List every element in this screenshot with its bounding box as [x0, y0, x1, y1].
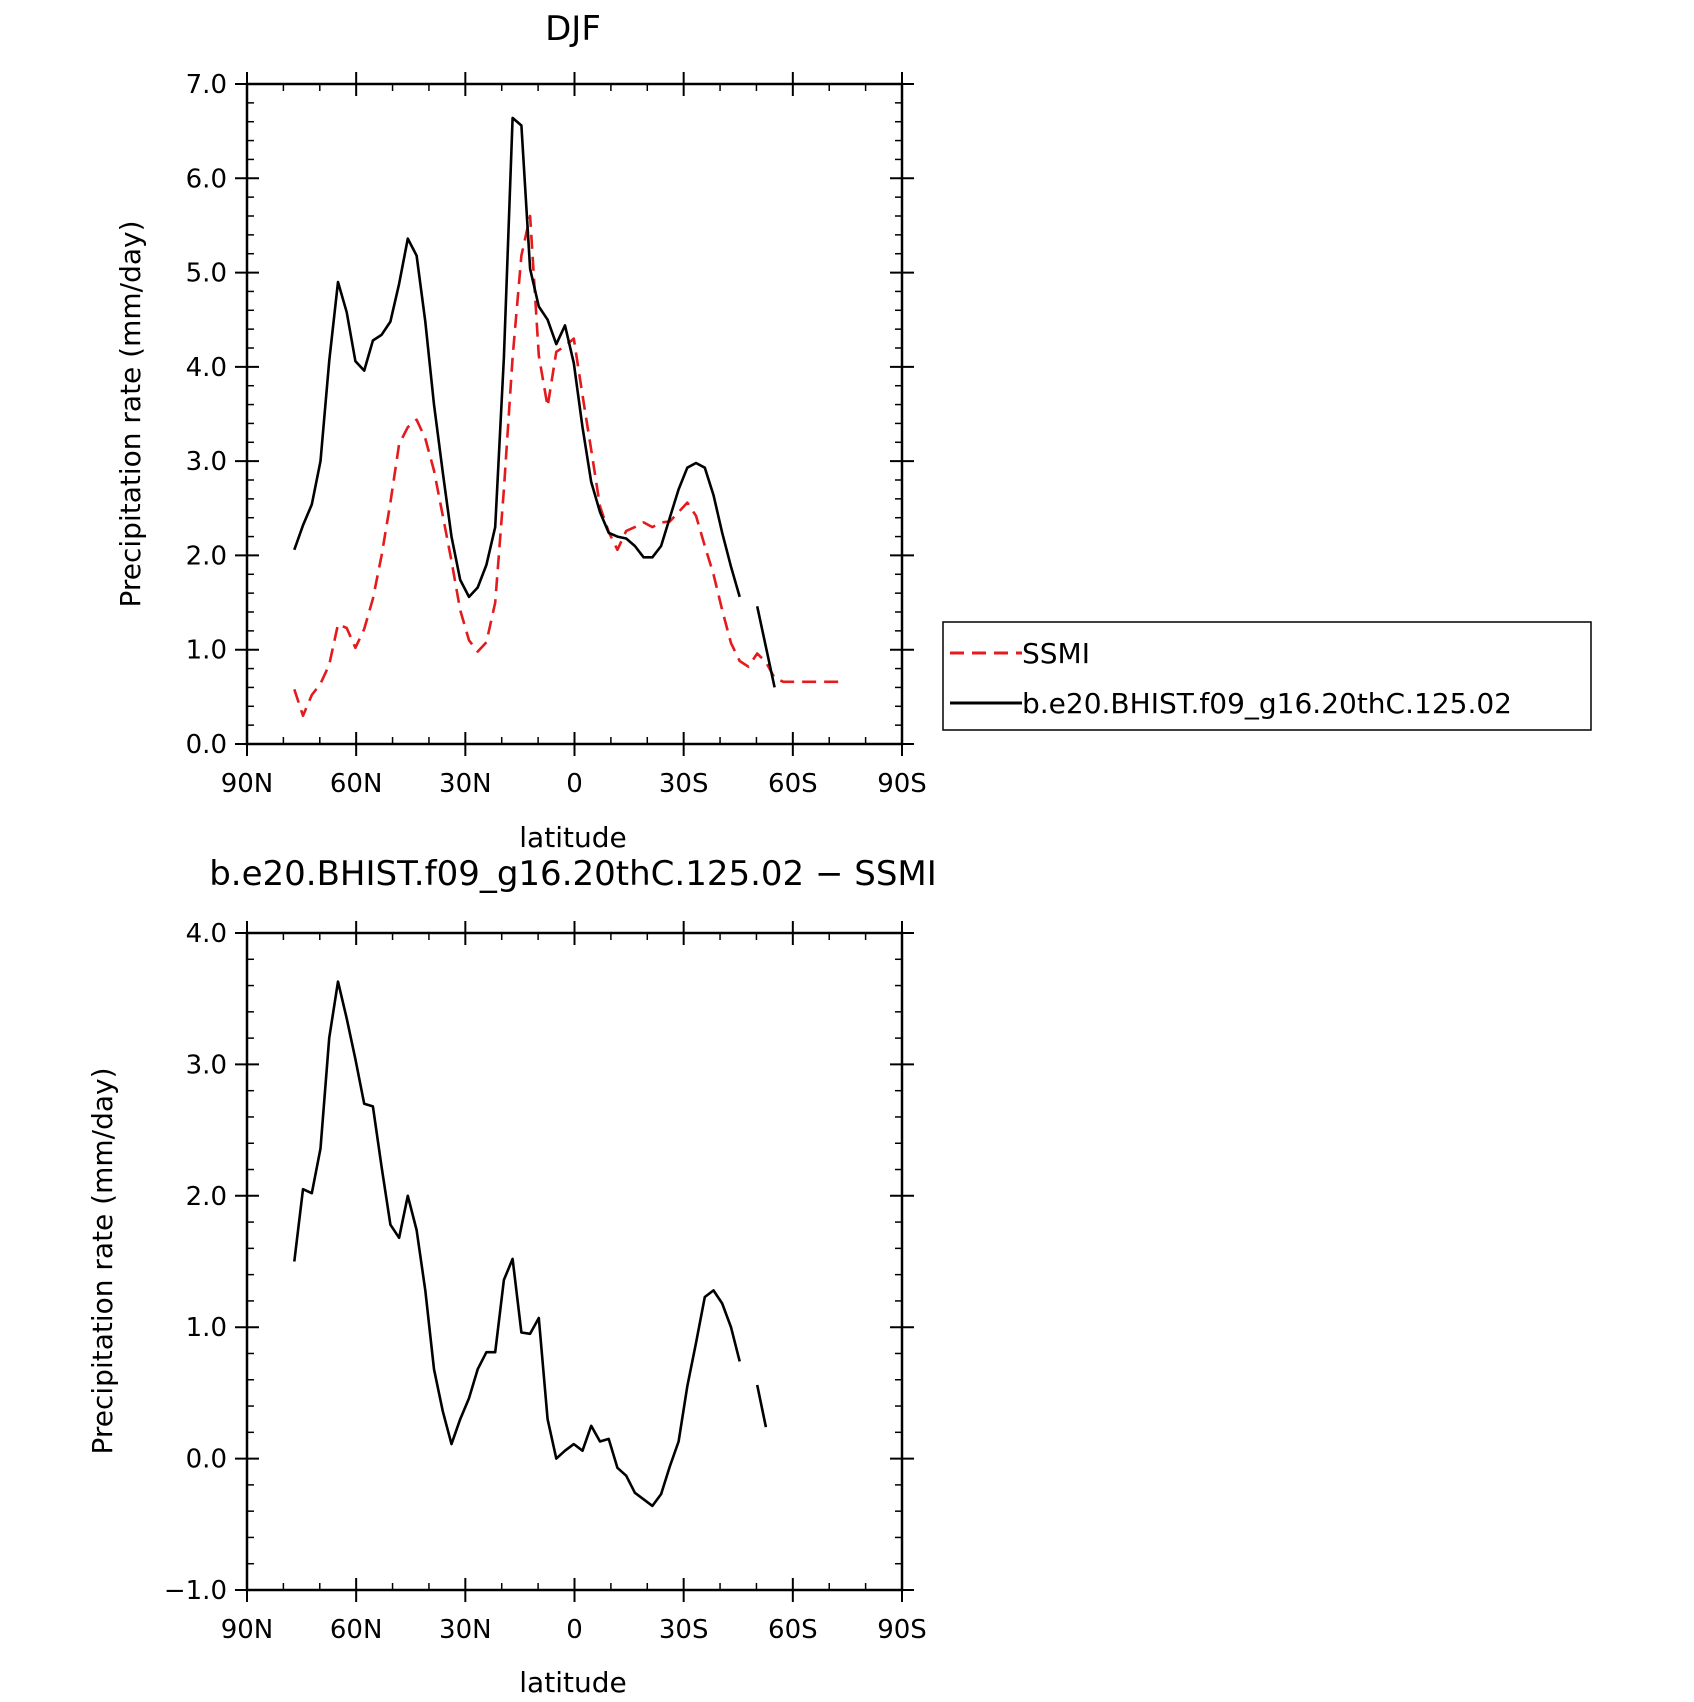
- x-tick-label: 30N: [439, 769, 492, 799]
- y-tick-label: −1.0: [164, 1576, 227, 1606]
- y-tick-label: 3.0: [186, 1050, 227, 1080]
- panel1-x-axis-label: latitude: [519, 821, 626, 854]
- y-tick-label: 0.0: [186, 1445, 227, 1475]
- panel2-title: b.e20.BHIST.f09_g16.20thC.125.02 − SSMI: [209, 854, 937, 894]
- panel-difference: b.e20.BHIST.f09_g16.20thC.125.02 − SSMI …: [86, 854, 937, 1699]
- panel1-y-axis-label: Precipitation rate (mm/day): [114, 220, 147, 607]
- x-tick-label: 30S: [659, 769, 709, 799]
- y-tick-label: 1.0: [186, 636, 227, 666]
- y-tick-label: 4.0: [186, 919, 227, 949]
- x-tick-label: 90N: [221, 769, 274, 799]
- panel-djf: DJF 0.0 1.0 2.0 3.0 4.0 5.0 6.0 7.0 90N 60N 30N 0 3…: [114, 9, 1592, 854]
- panel2-y-axis-label: Precipitation rate (mm/day): [86, 1067, 119, 1454]
- legend-label-ssmi: SSMI: [1022, 637, 1090, 670]
- x-tick-label: 60S: [768, 1615, 818, 1645]
- panel2-x-ticks: 90N 60N 30N 0 30S 60S 90S: [221, 921, 927, 1645]
- x-tick-label: 60N: [330, 1615, 383, 1645]
- x-tick-label: 90N: [221, 1615, 274, 1645]
- x-tick-label: 30N: [439, 1615, 492, 1645]
- panel1-title: DJF: [545, 9, 601, 49]
- legend: SSMI b.e20.BHIST.f09_g16.20thC.125.02: [942, 621, 1592, 731]
- panel1-x-ticks: 90N 60N 30N 0 30S 60S 90S: [221, 72, 927, 799]
- panel1-series: [293, 116, 845, 717]
- legend-box: [942, 621, 1592, 731]
- x-tick-label: 60S: [768, 769, 818, 799]
- panel2-series: [293, 980, 768, 1508]
- series-line-0: [293, 214, 845, 717]
- y-tick-label: 1.0: [186, 1313, 227, 1343]
- x-tick-label: 0: [566, 1615, 583, 1645]
- y-tick-label: 4.0: [186, 353, 227, 383]
- y-tick-label: 0.0: [186, 730, 227, 760]
- x-tick-label: 60N: [330, 769, 383, 799]
- y-tick-label: 2.0: [186, 541, 227, 571]
- series-line-1: [293, 116, 776, 688]
- x-tick-label: 90S: [877, 1615, 927, 1645]
- series-line-0: [293, 980, 768, 1508]
- panel1-frame: [245, 82, 904, 746]
- y-tick-label: 5.0: [186, 259, 227, 289]
- x-tick-label: 90S: [877, 769, 927, 799]
- y-tick-label: 7.0: [186, 70, 227, 100]
- panel1-y-ticks: 0.0 1.0 2.0 3.0 4.0 5.0 6.0 7.0: [186, 70, 914, 760]
- y-tick-label: 3.0: [186, 447, 227, 477]
- panel2-x-axis-label: latitude: [519, 1666, 626, 1699]
- legend-label-model: b.e20.BHIST.f09_g16.20thC.125.02: [1022, 687, 1512, 720]
- panel2-y-ticks: −1.0 0.0 1.0 2.0 3.0 4.0: [164, 919, 914, 1606]
- y-tick-label: 2.0: [186, 1182, 227, 1212]
- panel2-frame: [245, 931, 904, 1592]
- x-tick-label: 30S: [659, 1615, 709, 1645]
- y-tick-label: 6.0: [186, 164, 227, 194]
- x-tick-label: 0: [566, 769, 583, 799]
